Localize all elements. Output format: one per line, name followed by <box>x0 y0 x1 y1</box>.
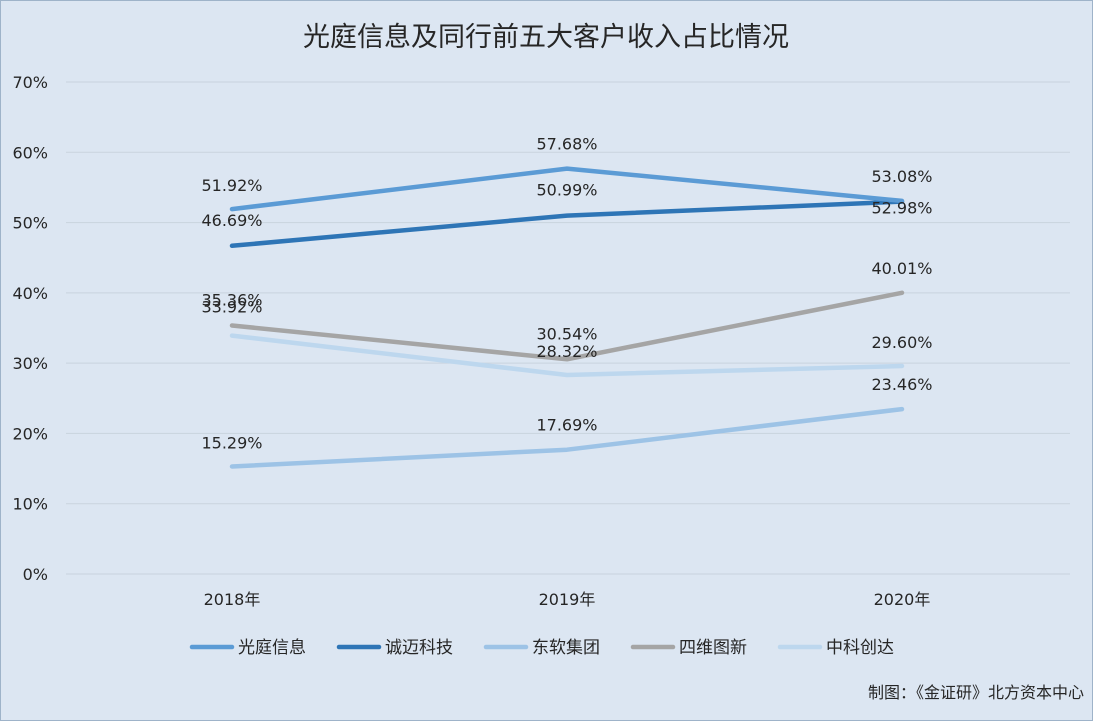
x-tick-label: 2020年 <box>874 590 931 609</box>
y-axis: 0% 10% 20% 30% 40% 50% 60% 70% <box>12 73 48 584</box>
legend: 光庭信息 诚迈科技 东软集团 四维图新 中科创达 <box>189 638 894 658</box>
legend-label: 中科创达 <box>826 638 894 658</box>
data-label: 50.99% <box>536 181 597 200</box>
data-label: 28.32% <box>536 342 597 361</box>
legend-label: 东软集团 <box>532 638 600 658</box>
data-label: 40.01% <box>871 259 932 278</box>
x-axis: 2018年 2019年 2020年 <box>204 590 931 609</box>
y-tick-label: 30% <box>12 354 48 373</box>
data-label: 17.69% <box>536 416 597 435</box>
data-label: 30.54% <box>536 324 597 343</box>
data-label: 15.29% <box>201 434 262 453</box>
legend-label: 光庭信息 <box>238 638 306 658</box>
data-label: 33.92% <box>201 298 262 317</box>
source-note: 制图：《金证研》北方资本中心 <box>868 683 1084 702</box>
data-label: 46.69% <box>201 211 262 230</box>
data-labels: 51.92% 57.68% 53.08% 46.69% 50.99% 52.98% 15.2… <box>201 135 932 453</box>
y-tick-label: 50% <box>12 214 48 233</box>
data-label: 35.36% <box>201 290 262 309</box>
legend-item: 东软集团 <box>483 638 600 658</box>
y-tick-label: 70% <box>12 73 48 92</box>
series-line <box>229 406 905 469</box>
data-label: 53.08% <box>871 167 932 186</box>
x-tick-label: 2019年 <box>539 590 596 609</box>
gridlines <box>66 81 1070 575</box>
data-label: 51.92% <box>201 176 262 195</box>
data-label: 23.46% <box>871 375 932 394</box>
series-lines <box>229 166 905 469</box>
legend-item: 四维图新 <box>630 638 747 658</box>
y-tick-label: 20% <box>12 424 48 443</box>
data-label: 52.98% <box>871 199 932 218</box>
series-line <box>229 333 905 378</box>
y-tick-label: 0% <box>23 565 48 584</box>
series-line <box>229 199 905 249</box>
series-line <box>229 166 905 212</box>
legend-label: 诚迈科技 <box>385 638 453 658</box>
y-tick-label: 10% <box>12 495 48 514</box>
chart-title: 光庭信息及同行前五大客户收入占比情况 <box>303 22 789 53</box>
legend-item: 中科创达 <box>777 638 894 658</box>
series-line <box>229 290 905 362</box>
y-tick-label: 60% <box>12 143 48 162</box>
legend-item: 诚迈科技 <box>336 638 453 658</box>
data-label: 57.68% <box>536 135 597 154</box>
data-label: 29.60% <box>871 333 932 352</box>
legend-label: 四维图新 <box>679 638 747 658</box>
x-tick-label: 2018年 <box>204 590 261 609</box>
legend-item: 光庭信息 <box>189 638 306 658</box>
y-tick-label: 40% <box>12 284 48 303</box>
